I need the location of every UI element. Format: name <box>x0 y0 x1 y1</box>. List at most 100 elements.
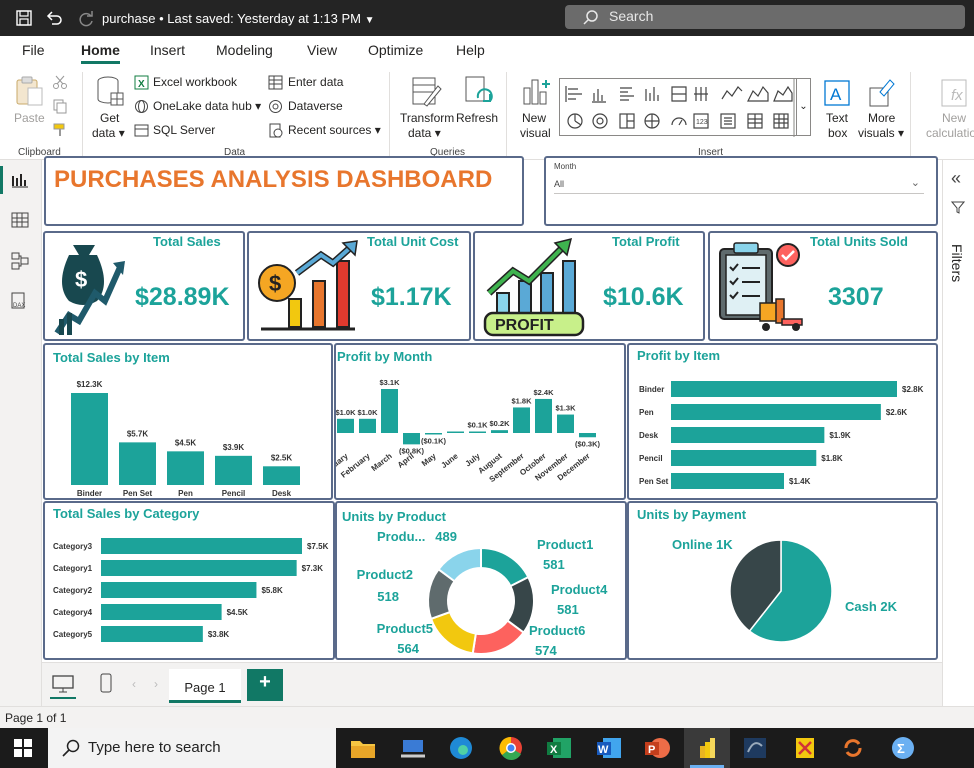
get-data-icon[interactable] <box>94 74 126 108</box>
chart-card-sales-by-item: Total Sales by Item $12.3K Binder $5.7K Pen… <box>43 343 333 500</box>
new-calculation-label-1[interactable]: New <box>942 111 967 125</box>
new-visual-label-1[interactable]: New <box>522 111 547 125</box>
chevron-down-icon: ⌄ <box>910 177 920 189</box>
visualizations-gallery[interactable]: 123 <box>559 78 797 137</box>
menu-file[interactable]: File <box>22 42 45 58</box>
paste-label[interactable]: Paste <box>14 111 45 125</box>
transform-data-label-1[interactable]: Transform <box>400 111 455 125</box>
dataverse-button[interactable]: Dataverse <box>288 99 343 113</box>
report-view-icon[interactable] <box>11 172 29 188</box>
text-box-icon[interactable]: A <box>822 78 852 108</box>
chrome-browser-icon[interactable] <box>496 734 526 762</box>
ribbon-separator <box>506 72 507 156</box>
get-data-label-1[interactable]: Get <box>100 111 120 125</box>
data-label: $4.5K <box>227 608 249 617</box>
taskbar-search-box[interactable]: Type here to search <box>48 728 336 768</box>
page-tab-page-1[interactable]: Page 1 <box>169 669 241 703</box>
mobile-layout-icon[interactable] <box>100 673 112 693</box>
svg-text:X: X <box>550 744 558 756</box>
windows-start-icon[interactable] <box>14 739 32 757</box>
bar <box>671 473 784 489</box>
tools-app-icon[interactable] <box>790 734 820 762</box>
month-slicer-dropdown[interactable]: All ⌄ <box>554 176 924 194</box>
tick-label: Category5 <box>53 630 93 639</box>
menu-insert[interactable]: Insert <box>150 42 186 58</box>
sql-server-icon <box>134 124 149 137</box>
text-box-label-2[interactable]: box <box>828 126 848 140</box>
data-label: 564 <box>397 641 419 656</box>
refresh-button[interactable]: Refresh <box>456 111 499 125</box>
undo-icon[interactable] <box>44 8 64 28</box>
card-icon: 123 <box>693 113 709 129</box>
kpi-value: $10.6K <box>603 283 684 311</box>
tick-label: Category3 <box>53 542 93 551</box>
more-visuals-label-1[interactable]: More <box>868 111 896 125</box>
menu-home[interactable]: Home <box>81 42 120 64</box>
text-box-label-1[interactable]: Text <box>826 111 849 125</box>
next-page-icon[interactable]: › <box>154 677 158 691</box>
transform-data-label-2[interactable]: data ▾ <box>408 126 441 140</box>
tick-label: Desk <box>272 489 292 498</box>
copy-icon[interactable] <box>52 98 68 114</box>
chart-title: Profit by Item <box>637 348 721 363</box>
format-painter-icon[interactable] <box>52 122 68 138</box>
new-calculation-label-2[interactable]: calculation <box>926 126 974 140</box>
power-bi-app-icon[interactable] <box>692 734 722 762</box>
word-app-icon[interactable]: W <box>594 734 624 762</box>
model-view-icon[interactable] <box>11 252 29 270</box>
svg-text:Σ: Σ <box>897 741 905 756</box>
file-explorer-icon[interactable] <box>348 734 378 762</box>
new-calculation-icon[interactable]: fx <box>938 76 970 110</box>
new-visual-label-2[interactable]: visual <box>520 126 551 140</box>
computer-app-icon[interactable] <box>398 734 428 762</box>
transform-data-icon[interactable] <box>410 74 442 108</box>
recent-sources-button[interactable]: Recent sources ▾ <box>288 123 381 137</box>
redo-icon[interactable] <box>76 8 96 28</box>
windows-taskbar: Type here to search X W P Σ <box>0 728 974 768</box>
menu-modeling[interactable]: Modeling <box>216 42 273 58</box>
onelake-data-hub-button[interactable]: OneLake data hub ▾ <box>153 99 262 113</box>
bar <box>671 450 817 466</box>
data-label: ($0.1K) <box>421 437 447 446</box>
refresh-icon[interactable] <box>462 74 494 108</box>
expand-pane-icon[interactable]: « <box>951 168 962 188</box>
menu-view[interactable]: View <box>307 42 338 58</box>
bar <box>425 433 442 435</box>
menu-optimize[interactable]: Optimize <box>368 42 424 58</box>
queries-group-label: Queries <box>430 147 466 158</box>
menu-help[interactable]: Help <box>456 42 485 58</box>
chart-title: Total Sales by Item <box>53 350 170 365</box>
desktop-layout-icon[interactable] <box>52 675 74 693</box>
svg-text:P: P <box>648 744 655 756</box>
document-title[interactable]: purchase • Last saved: Yesterday at 1:13… <box>102 11 375 26</box>
save-icon[interactable] <box>14 8 34 28</box>
more-visuals-label-2[interactable]: visuals ▾ <box>858 126 905 140</box>
title-card: PURCHASES ANALYSIS DASHBOARD <box>44 156 524 226</box>
previous-page-icon[interactable]: ‹ <box>132 677 136 691</box>
excel-workbook-button[interactable]: Excel workbook <box>153 75 238 89</box>
data-label: $2.6K <box>886 408 908 417</box>
new-visual-icon[interactable] <box>520 74 552 108</box>
month-slicer-card: Month All ⌄ <box>544 156 938 226</box>
sync-app-icon[interactable] <box>838 734 868 762</box>
sql-server-button[interactable]: SQL Server <box>153 123 216 137</box>
filters-label[interactable]: Filters <box>949 244 965 283</box>
excel-app-icon[interactable]: X <box>544 734 574 762</box>
filter-icon[interactable] <box>951 200 965 214</box>
paste-icon[interactable] <box>12 74 46 108</box>
database-tool-icon[interactable] <box>740 734 770 762</box>
sigma-app-icon[interactable]: Σ <box>888 734 918 762</box>
gallery-expand-button[interactable]: ⌄ <box>797 78 811 136</box>
title-search-box[interactable]: Search <box>565 5 965 29</box>
data-label: $7.5K <box>307 542 329 551</box>
cut-icon[interactable] <box>52 74 68 90</box>
more-visuals-icon[interactable] <box>866 76 898 110</box>
enter-data-button[interactable]: Enter data <box>288 75 344 89</box>
dax-query-view-icon[interactable]: DAX <box>10 292 30 310</box>
edge-browser-icon[interactable] <box>446 734 476 762</box>
powerpoint-app-icon[interactable]: P <box>642 734 672 762</box>
add-page-button[interactable]: + <box>247 669 283 701</box>
table-view-icon[interactable] <box>11 212 29 228</box>
ribbon-separator <box>389 72 390 156</box>
get-data-label-2[interactable]: data ▾ <box>92 126 125 140</box>
